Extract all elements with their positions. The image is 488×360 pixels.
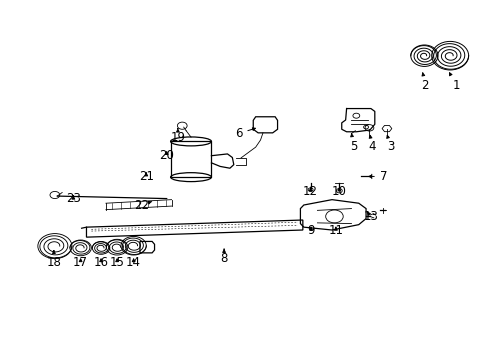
Text: 19: 19 bbox=[170, 129, 185, 144]
Text: 18: 18 bbox=[46, 251, 61, 269]
Text: 3: 3 bbox=[386, 135, 393, 153]
Text: 21: 21 bbox=[139, 170, 153, 183]
Text: 1: 1 bbox=[448, 73, 459, 92]
Text: 8: 8 bbox=[220, 249, 227, 265]
Text: 14: 14 bbox=[126, 256, 141, 269]
Text: 16: 16 bbox=[93, 256, 108, 269]
Text: 11: 11 bbox=[328, 224, 343, 237]
Text: 6: 6 bbox=[234, 127, 255, 140]
Text: 17: 17 bbox=[73, 256, 88, 269]
Bar bbox=[170, 141, 211, 177]
Text: 5: 5 bbox=[349, 134, 356, 153]
Text: 7: 7 bbox=[368, 170, 386, 183]
Text: 15: 15 bbox=[109, 256, 124, 269]
Text: 10: 10 bbox=[331, 185, 346, 198]
Text: 20: 20 bbox=[159, 149, 174, 162]
Text: 12: 12 bbox=[303, 185, 318, 198]
Text: 13: 13 bbox=[363, 210, 378, 223]
Text: 22: 22 bbox=[134, 198, 151, 212]
Text: 23: 23 bbox=[66, 192, 81, 205]
Text: 4: 4 bbox=[367, 135, 375, 153]
Text: 9: 9 bbox=[307, 224, 314, 237]
Text: 2: 2 bbox=[421, 73, 428, 92]
